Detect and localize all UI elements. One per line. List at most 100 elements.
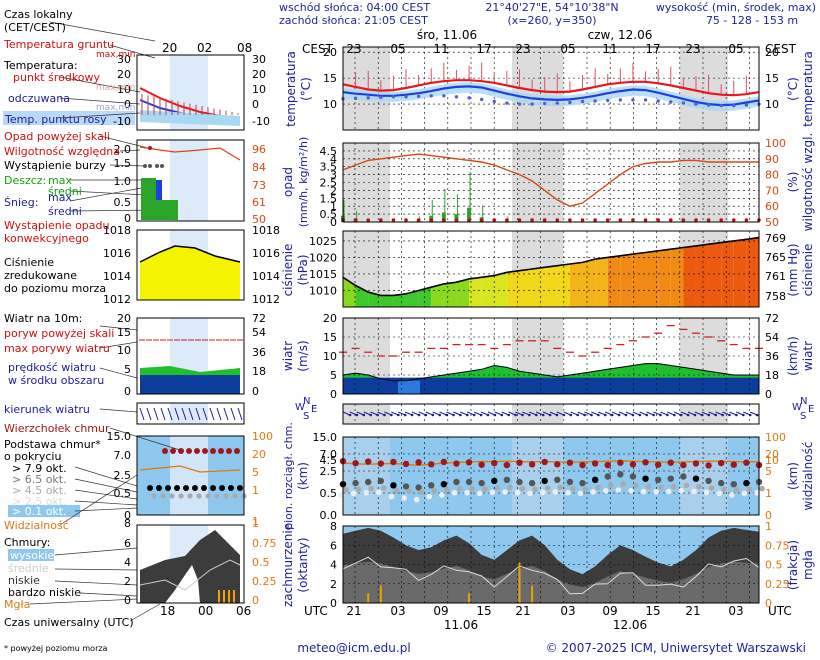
convective-marker xyxy=(479,218,484,222)
legend-dew-point: Temp. punktu rosy xyxy=(4,113,107,126)
convective-marker xyxy=(593,218,597,222)
wind-arrow-head xyxy=(390,413,393,417)
wind-arrow-head xyxy=(624,413,628,417)
wind-arrow-head xyxy=(348,413,352,417)
legend-fog-bar xyxy=(223,590,225,603)
legend-panel-border xyxy=(136,139,245,222)
cloud-top-marker xyxy=(465,459,473,466)
pressure-area-segment xyxy=(456,278,470,307)
pressure-area-segment xyxy=(406,290,419,307)
legend-cloud-marker xyxy=(151,493,157,499)
legend-rain-mean-bar xyxy=(150,200,178,220)
legend-gust-over: poryw powyżej skali xyxy=(4,327,114,340)
cloud-top-marker xyxy=(591,460,599,467)
legend-cov2: > 6.5 okt. xyxy=(12,473,67,486)
legend-precip-over-marker xyxy=(148,146,152,150)
precip-tick: 3.5 xyxy=(320,161,338,174)
legend-snow: Śnieg: xyxy=(4,196,38,209)
legend-high: wysokie xyxy=(10,549,54,562)
dew-point-marker xyxy=(744,103,749,107)
pressure-area-segment xyxy=(368,292,381,307)
pressure-mmhg-tick: 761 xyxy=(765,270,786,283)
cloud-base-marker xyxy=(633,482,639,489)
wind-arrow-head xyxy=(721,413,724,417)
legend-cloud-marker xyxy=(223,493,229,499)
legend-panel-daylight xyxy=(170,403,208,424)
pressure-area-segment xyxy=(343,277,356,307)
compass-letter-right: E xyxy=(808,404,814,415)
legend-snow-mean: średni xyxy=(48,205,82,218)
wind-arrow-head xyxy=(645,413,648,417)
convective-marker xyxy=(631,218,635,222)
precip-tick: 0 xyxy=(330,216,337,229)
legend-precip-tick: 0.5 xyxy=(114,196,132,209)
panel-border xyxy=(342,46,760,131)
legend-cov4: > 2.5 okt. xyxy=(12,495,67,508)
footnote: * powyżej poziomu morza xyxy=(4,644,108,653)
legend-cloud-top-marker xyxy=(202,448,208,454)
legend-wind-arrow xyxy=(202,407,208,421)
convective-marker xyxy=(467,218,471,222)
temperature-unit-right: (°C) xyxy=(786,77,800,101)
precip-bar xyxy=(454,214,459,222)
legend-precip-over: Opad powyżej skali xyxy=(4,130,110,143)
legend-visibility-tick: 20 xyxy=(252,448,266,461)
cloud-base-marker xyxy=(579,479,586,487)
cloud-base-marker xyxy=(741,490,748,497)
legend-humidity: Wilgotność względna xyxy=(4,145,120,158)
legend-temp-tick: 10 xyxy=(117,83,131,96)
legend-wind-tick: 20 xyxy=(117,312,131,325)
cloud-base-marker xyxy=(754,489,760,496)
temperature-axis-label-right: temperatura xyxy=(801,51,815,127)
cest-tick-label: 23 xyxy=(685,42,700,56)
legend-cloud-line xyxy=(139,559,241,591)
cloud-base-marker xyxy=(439,492,445,498)
legend-pressure-tick: 1016 xyxy=(103,247,131,260)
cloud-top-marker xyxy=(365,458,372,465)
cloud-top-marker xyxy=(528,461,536,468)
legend-fog-tick: 0.75 xyxy=(252,537,277,550)
cloud-base-marker xyxy=(566,478,574,486)
convective-marker xyxy=(605,218,610,222)
legend-cloud-tick: 2.5 xyxy=(114,469,132,482)
legend-connector xyxy=(99,408,138,413)
legend-wind-dir: kierunek wiatru xyxy=(4,403,90,416)
legend-visibility: Widzialność xyxy=(4,519,69,532)
convective-marker xyxy=(694,218,698,222)
convective-marker xyxy=(731,218,736,222)
legend-precip-tick: 1.5 xyxy=(114,157,132,170)
legend-temp-tick: -10 xyxy=(113,115,131,128)
legend-temp-tick-right: 0 xyxy=(252,98,259,111)
night-band xyxy=(343,143,390,222)
precip-axis-label: opad xyxy=(281,167,295,197)
legend-pressure-tick-right: 1012 xyxy=(252,293,280,306)
convective-marker xyxy=(542,218,547,222)
cloud-base-marker xyxy=(595,484,601,491)
pressure-area-segment xyxy=(607,255,621,307)
dew-point-marker xyxy=(643,98,648,102)
legend-temp-tick-right: 30 xyxy=(252,53,266,66)
legend-pressure-tick-right: 1016 xyxy=(252,247,280,260)
wind-arrow-head xyxy=(638,413,642,417)
panel-border xyxy=(342,403,760,425)
wind-kmh-tick: 72 xyxy=(765,312,779,325)
legend-precip-tick: 1.0 xyxy=(114,175,132,188)
cloud-base-marker xyxy=(730,481,737,488)
utc-tick-label: 03 xyxy=(560,604,575,618)
wind-arrow-head xyxy=(472,413,476,417)
cloud-base-marker xyxy=(528,479,536,487)
pressure-area-segment xyxy=(532,267,545,307)
utc-tick-label: 03 xyxy=(390,604,405,618)
legend-connector xyxy=(129,603,161,622)
wind-kmh-tick: 18 xyxy=(765,369,779,382)
legend-pressure-tick-right: 1014 xyxy=(252,270,280,283)
cloud-base-marker xyxy=(642,475,649,482)
cloud-base-marker xyxy=(494,485,501,491)
fog-tick: 0.5 xyxy=(765,559,783,572)
cloud-base-marker xyxy=(680,473,687,480)
wind-tick: 10 xyxy=(323,350,337,363)
legend-cloud-top-marker xyxy=(218,448,224,454)
cloud-top-marker xyxy=(705,462,712,469)
pressure-tick: 1015 xyxy=(309,268,337,281)
